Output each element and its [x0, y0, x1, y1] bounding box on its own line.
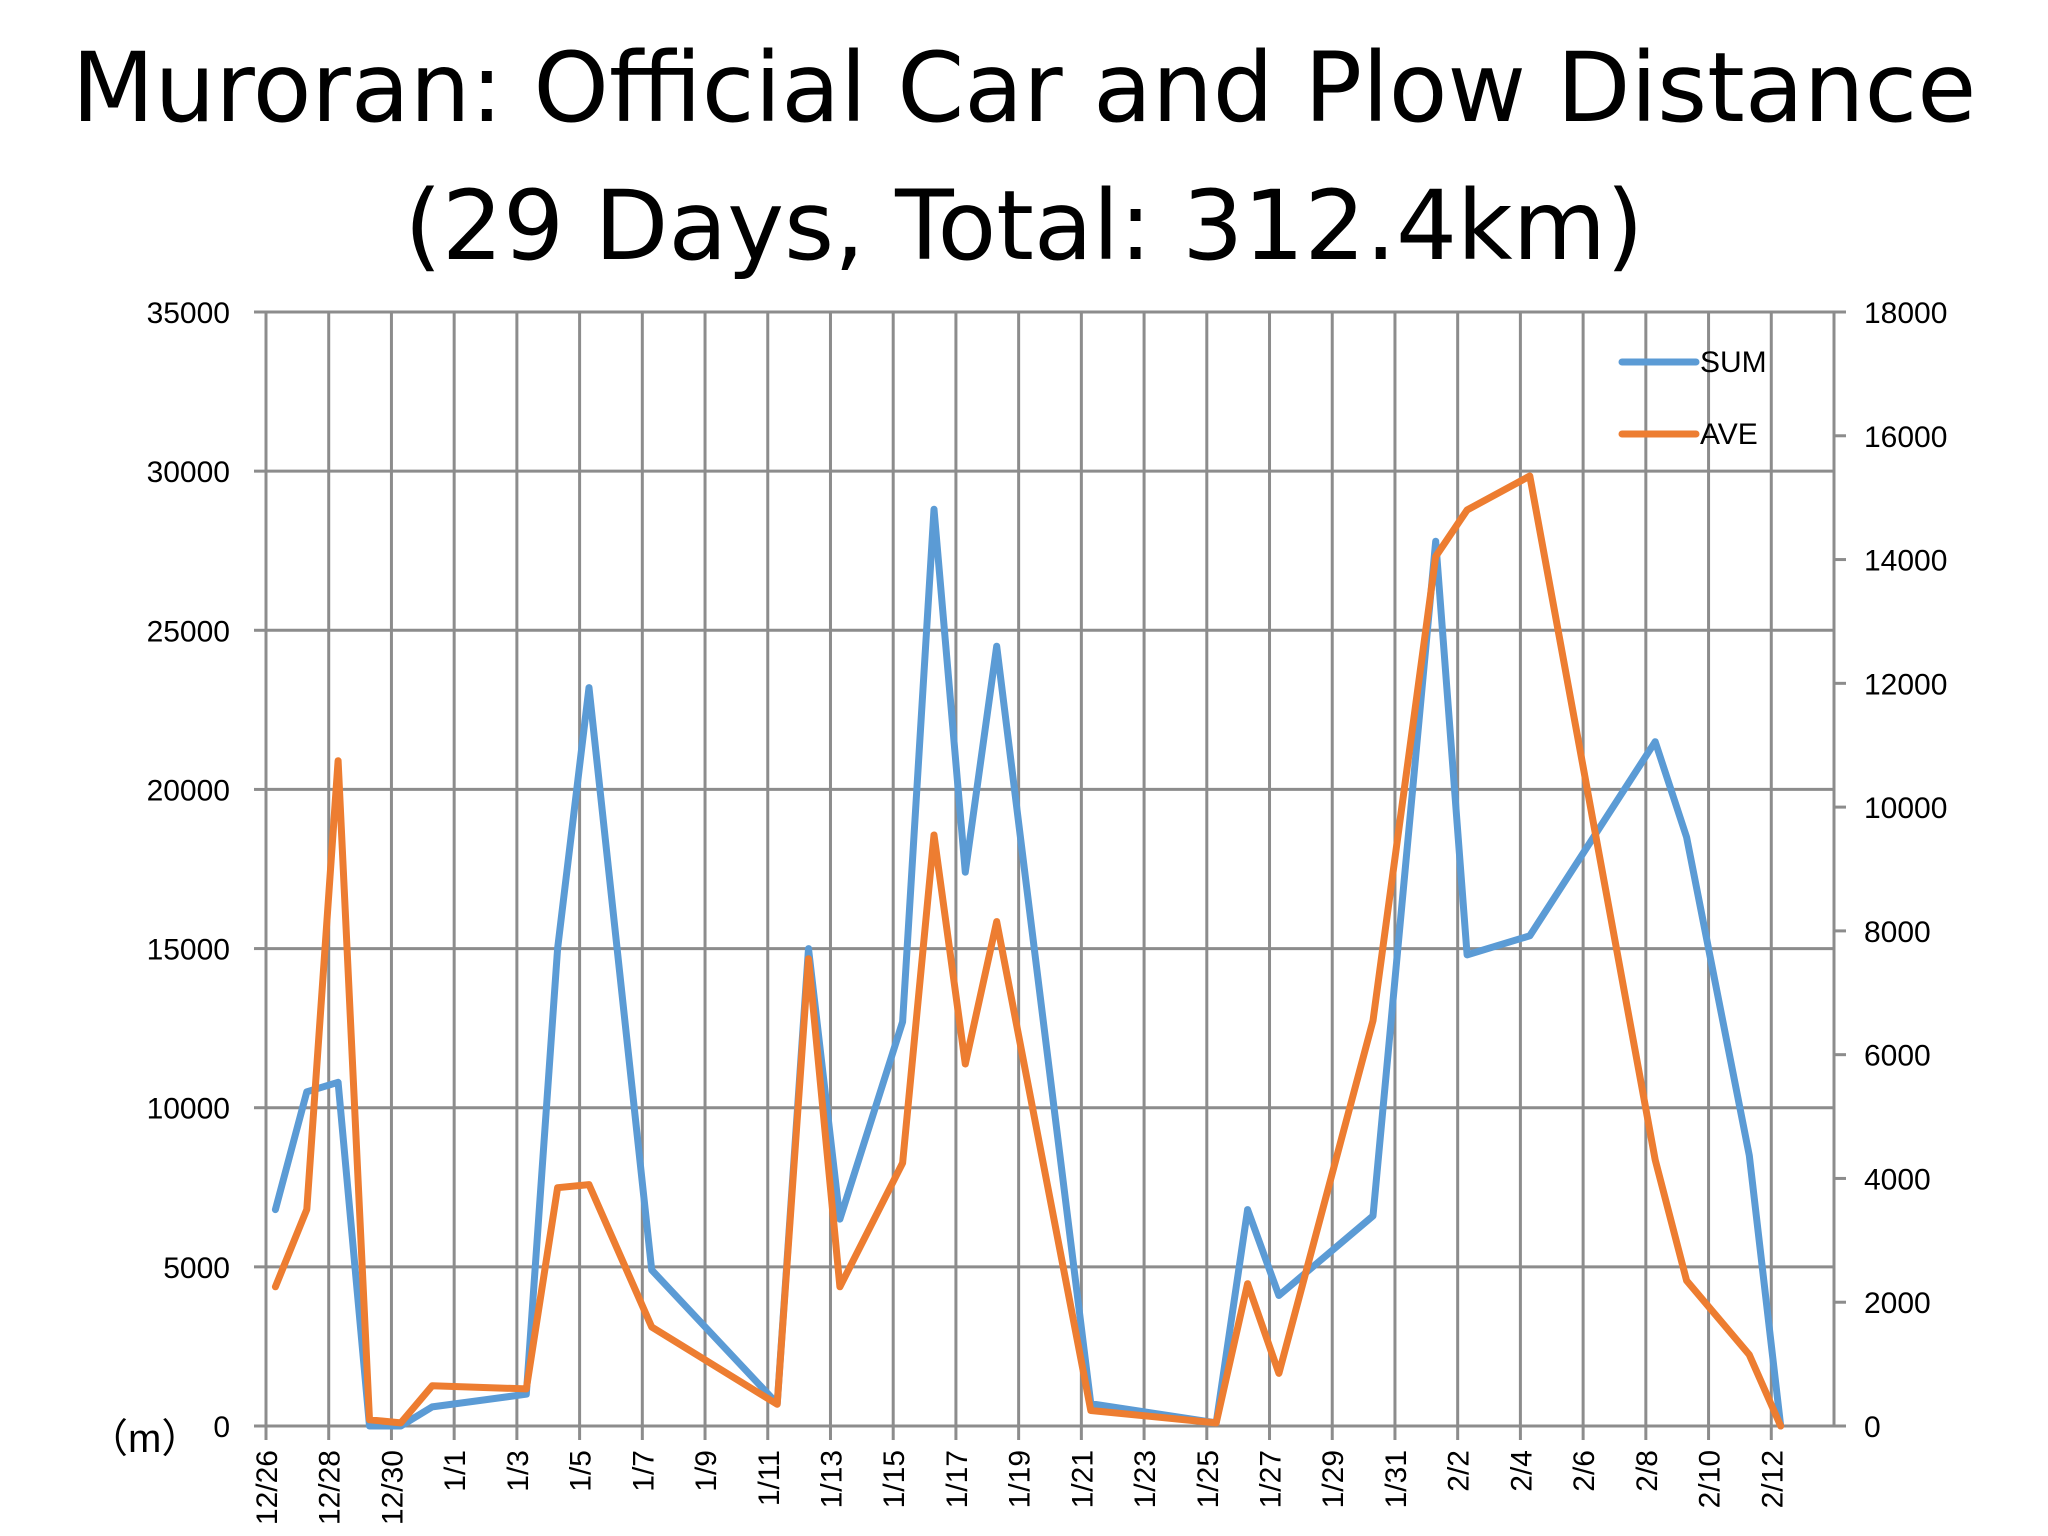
x-axis-tick-label: 2/10: [1694, 1450, 1727, 1508]
x-axis-tick-label: 12/30: [376, 1450, 409, 1525]
x-axis-tick-label: 2/8: [1631, 1450, 1664, 1492]
left-axis-tick-label: 15000: [147, 934, 230, 967]
left-axis-tick-label: 5000: [163, 1252, 230, 1285]
left-axis-tick-label: 10000: [147, 1093, 230, 1126]
series-line-ave: [271, 472, 1785, 1430]
legend-label-ave: AVE: [1700, 418, 1758, 451]
x-axis-tick-label: 1/7: [627, 1450, 660, 1492]
x-axis-tick-label: 2/6: [1568, 1450, 1601, 1492]
left-axis-tick-label: 20000: [147, 774, 230, 807]
series-line-sum: [271, 505, 1785, 1430]
left-axis-tick-label: 0: [213, 1411, 230, 1444]
x-axis-tick-label: 1/13: [815, 1450, 848, 1508]
x-axis-tick-label: 2/2: [1443, 1450, 1476, 1492]
right-axis-tick-label: 10000: [1864, 792, 1947, 825]
x-axis-tick-label: 1/5: [565, 1450, 598, 1492]
right-axis-tick-label: 0: [1864, 1411, 1881, 1444]
right-axis-tick-label: 12000: [1864, 668, 1947, 701]
left-axis-tick-label: 35000: [147, 297, 230, 330]
right-axis-tick-label: 6000: [1864, 1040, 1931, 1073]
right-axis-tick-label: 2000: [1864, 1287, 1931, 1320]
chart-title-line-1: Muroran: Official Car and Plow Distance: [71, 32, 1977, 144]
x-axis-tick-label: 1/17: [941, 1450, 974, 1508]
x-axis-tick-label: 1/25: [1192, 1450, 1225, 1508]
x-axis-tick-label: 1/27: [1255, 1450, 1288, 1508]
x-axis-tick-label: 1/21: [1066, 1450, 1099, 1508]
chart-title-line-2: (29 Days, Total: 312.4km): [404, 170, 1644, 282]
x-axis-tick-label: 1/9: [690, 1450, 723, 1492]
x-axis-tick-label: 2/4: [1505, 1450, 1538, 1492]
x-axis-tick-label: 12/26: [251, 1450, 284, 1525]
x-axis-tick-label: 1/15: [878, 1450, 911, 1508]
right-axis-tick-label: 4000: [1864, 1163, 1931, 1196]
left-axis-tick-label: 25000: [147, 615, 230, 648]
right-axis-tick-label: 8000: [1864, 916, 1931, 949]
right-axis-tick-label: 18000: [1864, 297, 1947, 330]
right-axis-tick-label: 16000: [1864, 421, 1947, 454]
left-axis-tick-label: 30000: [147, 456, 230, 489]
x-axis-tick-label: 1/19: [1004, 1450, 1037, 1508]
x-axis-tick-label: 12/28: [314, 1450, 347, 1525]
y-unit-label: （m）: [88, 1417, 201, 1461]
x-axis-tick-label: 1/23: [1129, 1450, 1162, 1508]
legend: SUM AVE: [1618, 346, 1767, 451]
x-axis-tick-label: 1/29: [1317, 1450, 1350, 1508]
x-axis-tick-label: 1/1: [439, 1450, 472, 1492]
x-axis-tick-label: 1/31: [1380, 1450, 1413, 1508]
x-axis-tick-label: 2/12: [1756, 1450, 1789, 1508]
right-axis-tick-label: 14000: [1864, 545, 1947, 578]
series: [271, 472, 1785, 1430]
axes: 0 5000 10000 15000 20000 25000 30000 35000 0 2000…: [147, 297, 1948, 1525]
legend-label-sum: SUM: [1700, 346, 1767, 379]
x-axis-tick-label: 1/3: [502, 1450, 535, 1492]
x-axis-tick-label: 1/11: [753, 1450, 786, 1506]
